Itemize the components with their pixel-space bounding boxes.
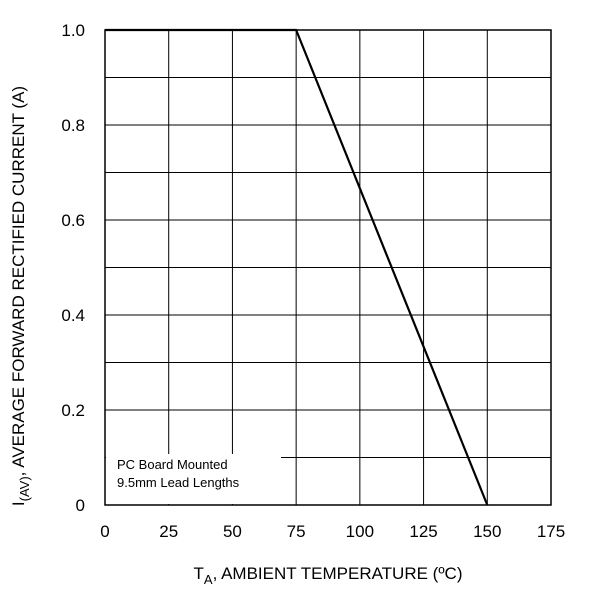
x-tick-label: 75 <box>287 522 306 541</box>
annotation-box: PC Board Mounted 9.5mm Lead Lengths <box>106 454 281 504</box>
series-line-0 <box>105 28 489 506</box>
annotation-line-2: 9.5mm Lead Lengths <box>117 475 240 490</box>
y-axis-label-text: , AVERAGE FORWARD RECTIFIED CURRENT (A) <box>9 86 28 476</box>
x-tick-label: 50 <box>223 522 242 541</box>
y-tick-label: 0 <box>76 496 85 515</box>
plot-frame <box>104 29 552 506</box>
y-tick-label: 1.0 <box>61 21 85 40</box>
y-tick-label: 0.4 <box>61 306 85 325</box>
y-axis-subscript: (AV) <box>17 476 32 501</box>
y-tick-labels: 0 0.2 0.4 0.6 0.8 1.0 <box>61 21 85 515</box>
x-tick-label: 150 <box>473 522 501 541</box>
x-axis-label-text: , AMBIENT TEMPERATURE (ºC) <box>213 564 463 583</box>
y-axis-title: I(AV), AVERAGE FORWARD RECTIFIED CURRENT… <box>9 86 32 506</box>
y-tick-label: 0.6 <box>61 211 85 230</box>
x-tick-label: 25 <box>159 522 178 541</box>
x-tick-labels: 0 25 50 75 100 125 150 175 <box>100 522 565 541</box>
x-tick-label: 0 <box>100 522 109 541</box>
annotation-background <box>106 454 281 504</box>
annotation-line-1: PC Board Mounted <box>117 457 228 472</box>
y-axis-symbol: I <box>9 501 28 506</box>
x-axis-title: TA, AMBIENT TEMPERATURE (ºC) <box>194 564 463 587</box>
x-tick-label: 175 <box>537 522 565 541</box>
grid-lines <box>105 30 551 505</box>
x-tick-label: 125 <box>409 522 437 541</box>
x-axis-symbol: T <box>194 564 204 583</box>
y-tick-label: 0.2 <box>61 401 85 420</box>
x-tick-label: 100 <box>346 522 374 541</box>
y-tick-label: 0.8 <box>61 116 85 135</box>
series-group <box>105 28 489 506</box>
x-axis-subscript: A <box>204 572 213 587</box>
